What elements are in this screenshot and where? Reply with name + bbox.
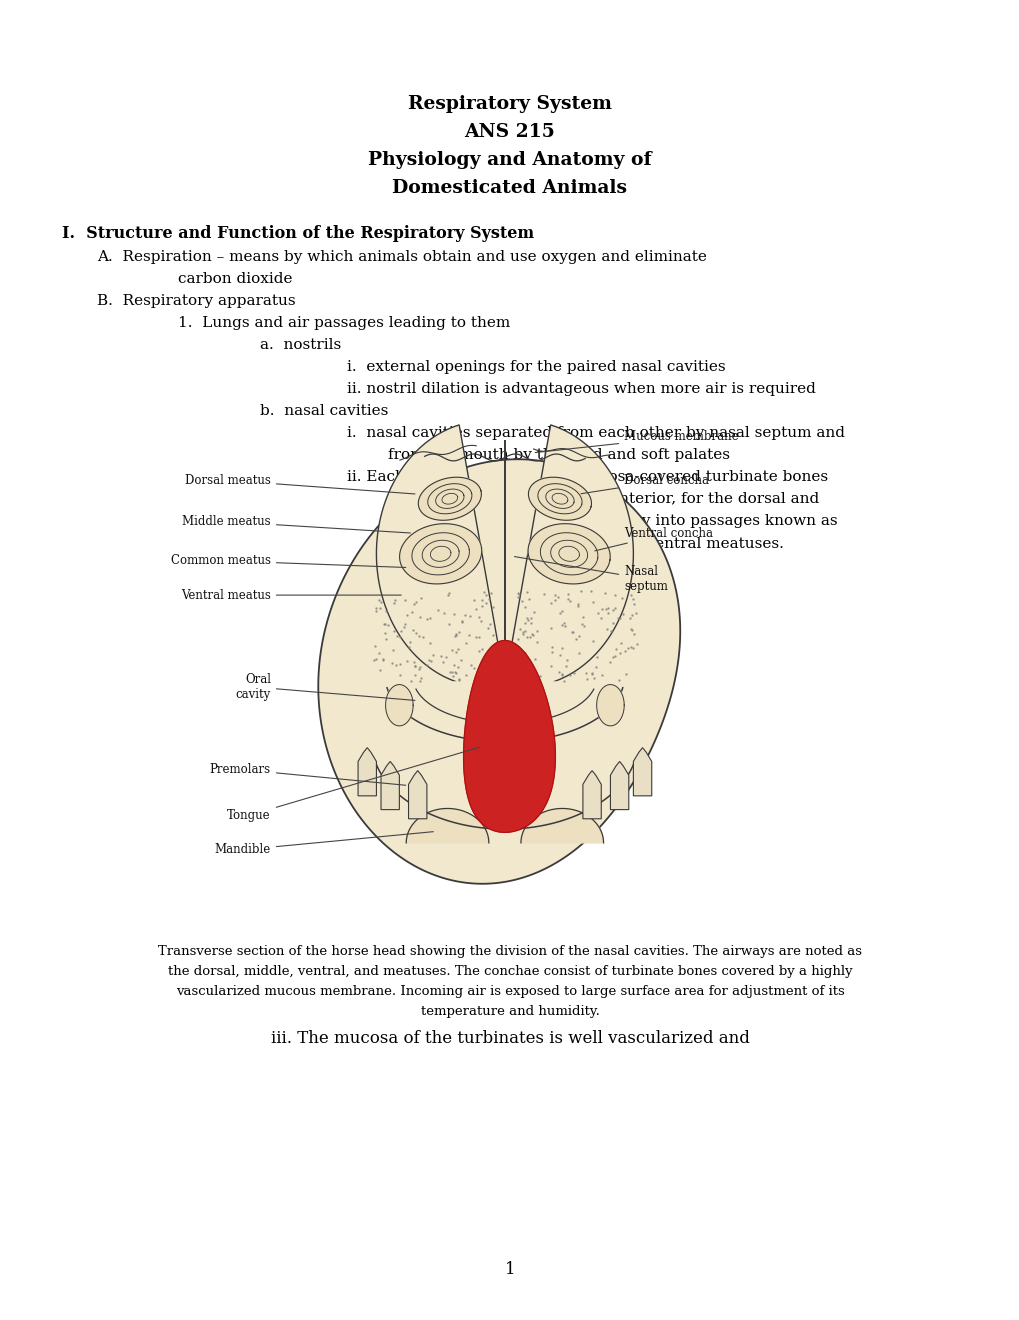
Polygon shape — [385, 685, 413, 726]
Text: Mandible: Mandible — [214, 832, 433, 857]
Text: B.  Respiratory apparatus: B. Respiratory apparatus — [97, 294, 296, 308]
Text: Respiratory System: Respiratory System — [408, 95, 611, 114]
Polygon shape — [582, 771, 600, 818]
Text: Mucous membrane: Mucous membrane — [535, 430, 738, 453]
Polygon shape — [409, 771, 427, 818]
Text: temperature and humidity.: temperature and humidity. — [420, 1005, 599, 1018]
Text: Ventral concha: Ventral concha — [594, 527, 712, 550]
Polygon shape — [386, 677, 623, 742]
Text: a.  nostrils: a. nostrils — [260, 338, 341, 352]
Text: Ventral meatus: Ventral meatus — [180, 589, 400, 602]
Polygon shape — [381, 762, 399, 809]
Polygon shape — [376, 763, 633, 829]
Text: Transverse section of the horse head showing the division of the nasal cavities.: Transverse section of the horse head sho… — [158, 945, 861, 958]
Polygon shape — [418, 478, 481, 520]
Polygon shape — [406, 808, 488, 843]
Polygon shape — [358, 747, 376, 796]
Text: lateral walls separating the cavity into passages known as: lateral walls separating the cavity into… — [387, 513, 837, 528]
Polygon shape — [376, 425, 504, 686]
Text: Domesticated Animals: Domesticated Animals — [392, 180, 627, 197]
Polygon shape — [464, 640, 554, 833]
Text: the dorsal, middle, ventral, and meatuses. The conchae consist of turbinate bone: the dorsal, middle, ventral, and meatuse… — [167, 965, 852, 978]
Text: Physiology and Anatomy of: Physiology and Anatomy of — [368, 150, 651, 169]
Text: 1.  Lungs and air passages leading to them: 1. Lungs and air passages leading to the… — [178, 315, 511, 330]
Text: the common, dorsal, middle, and ventral meatuses.: the common, dorsal, middle, and ventral … — [387, 536, 783, 550]
Text: b.  nasal cavities: b. nasal cavities — [260, 404, 388, 418]
Text: i.  nasal cavities separated from each other by nasal septum and: i. nasal cavities separated from each ot… — [346, 426, 844, 440]
Polygon shape — [399, 524, 481, 583]
Text: ii. nostril dilation is advantageous when more air is required: ii. nostril dilation is advantageous whe… — [346, 381, 815, 396]
Text: Premolars: Premolars — [210, 763, 406, 785]
Polygon shape — [528, 524, 609, 583]
Text: carbon dioxide: carbon dioxide — [178, 272, 292, 286]
Text: ii. Each nasal cavity contains mucosa-covered turbinate bones: ii. Each nasal cavity contains mucosa-co… — [346, 470, 827, 484]
Text: from the mouth by the hard and soft palates: from the mouth by the hard and soft pala… — [387, 447, 729, 462]
Text: Common meatus: Common meatus — [171, 554, 406, 568]
Polygon shape — [521, 808, 603, 843]
Text: Dorsal meatus: Dorsal meatus — [184, 474, 415, 494]
Text: Middle meatus: Middle meatus — [182, 515, 410, 533]
Polygon shape — [504, 425, 633, 686]
Polygon shape — [528, 478, 591, 520]
Text: A.  Respiration – means by which animals obtain and use oxygen and eliminate: A. Respiration – means by which animals … — [97, 249, 706, 264]
Text: Tongue: Tongue — [227, 747, 479, 822]
Text: ANS 215: ANS 215 — [465, 123, 554, 141]
Text: Oral
cavity: Oral cavity — [235, 673, 415, 701]
Text: vascularized mucous membrane. Incoming air is exposed to large surface area for : vascularized mucous membrane. Incoming a… — [175, 985, 844, 998]
Polygon shape — [609, 762, 628, 809]
Polygon shape — [318, 459, 680, 884]
Polygon shape — [596, 685, 624, 726]
Text: I.  Structure and Function of the Respiratory System: I. Structure and Function of the Respira… — [62, 224, 534, 242]
Text: iii. The mucosa of the turbinates is well vascularized and: iii. The mucosa of the turbinates is wel… — [270, 1030, 749, 1047]
Text: Dorsal concha: Dorsal concha — [581, 474, 708, 494]
Text: Nasal
septum: Nasal septum — [514, 557, 667, 593]
Polygon shape — [633, 747, 651, 796]
Text: (conchae) that project to the interior, for the dorsal and: (conchae) that project to the interior, … — [387, 492, 818, 507]
Text: 1: 1 — [504, 1262, 515, 1279]
Text: i.  external openings for the paired nasal cavities: i. external openings for the paired nasa… — [346, 360, 725, 374]
